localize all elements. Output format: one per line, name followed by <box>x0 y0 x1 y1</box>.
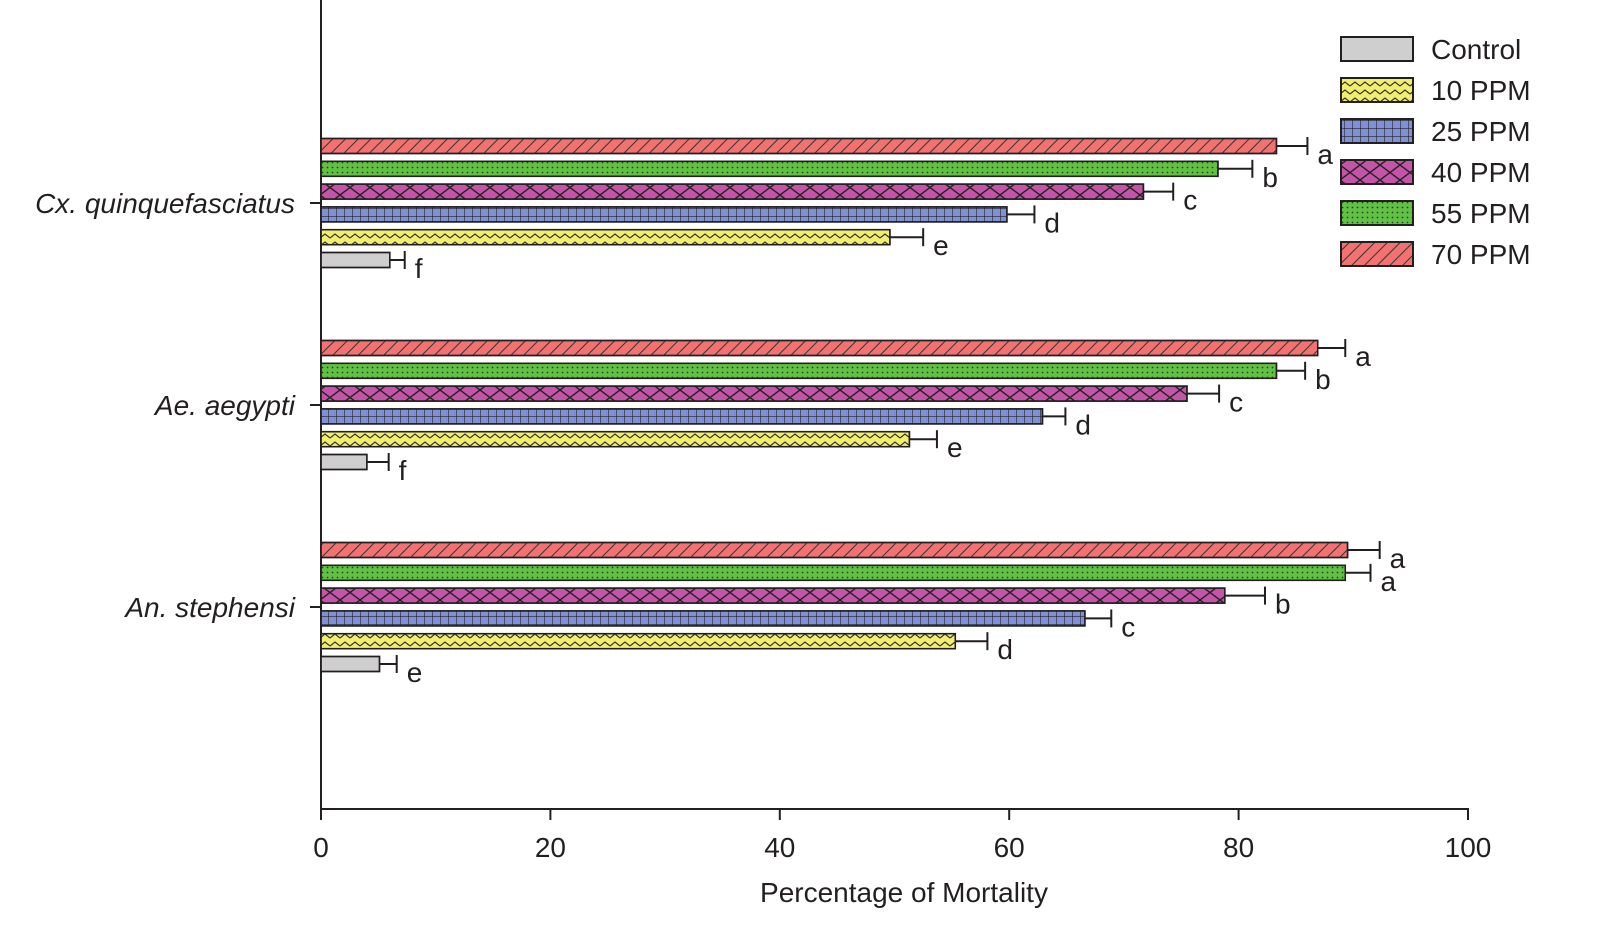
y-tick-label: Cx. quinquefasciatus <box>35 188 295 219</box>
significance-letter: b <box>1262 162 1278 193</box>
x-tick-label: 0 <box>313 832 329 863</box>
legend-label: Control <box>1431 34 1521 65</box>
bar-pattern <box>320 339 1319 357</box>
significance-letter: c <box>1121 611 1135 642</box>
bar-pattern <box>320 587 1226 604</box>
legend-swatch-pattern <box>1340 77 1414 103</box>
significance-letter: d <box>1075 409 1091 440</box>
significance-letter: e <box>947 432 963 463</box>
significance-letter: a <box>1390 543 1406 574</box>
bar-pattern <box>320 430 911 448</box>
legend-swatch-pattern <box>1340 241 1414 267</box>
legend-item: 40 PPM <box>1340 157 1531 188</box>
bar-pattern <box>320 362 1278 380</box>
significance-letter: d <box>1044 207 1060 238</box>
legend-label: 70 PPM <box>1431 239 1531 270</box>
bar-pattern <box>320 610 1086 627</box>
bar-pattern <box>320 408 1044 425</box>
legend-label: 10 PPM <box>1431 75 1531 106</box>
bar-pattern <box>320 183 1145 200</box>
y-tick-label: Ae. aegypti <box>153 390 296 421</box>
legend-item: 70 PPM <box>1340 239 1531 270</box>
significance-letter: e <box>933 230 949 261</box>
bar-pattern <box>320 541 1349 559</box>
significance-letter: a <box>1381 566 1397 597</box>
bar-pattern <box>320 632 957 650</box>
legend-item: 10 PPM <box>1340 75 1531 106</box>
legend-label: 25 PPM <box>1431 116 1531 147</box>
x-tick-label: 20 <box>535 832 566 863</box>
significance-letter: c <box>1183 185 1197 216</box>
bar-pattern <box>320 206 1008 223</box>
legend-swatch-pattern <box>1340 36 1414 62</box>
significance-letter: f <box>415 253 423 284</box>
bar-pattern <box>320 137 1278 155</box>
bar-pattern <box>320 655 381 673</box>
y-tick-label: An. stephensi <box>123 592 295 623</box>
significance-letter: e <box>407 657 423 688</box>
legend-item: 25 PPM <box>1340 116 1531 147</box>
bar-pattern <box>320 228 891 246</box>
x-tick-label: 100 <box>1445 832 1492 863</box>
significance-letter: c <box>1229 387 1243 418</box>
legend-swatch-pattern <box>1340 200 1414 226</box>
legend-item: 55 PPM <box>1340 198 1531 229</box>
legend-swatch-pattern <box>1340 118 1414 144</box>
axes <box>320 0 1469 810</box>
bar-pattern <box>320 251 391 269</box>
significance-letter: b <box>1275 589 1291 620</box>
x-tick-label: 40 <box>764 832 795 863</box>
legend-swatch-pattern <box>1340 159 1414 185</box>
significance-letter: a <box>1317 139 1333 170</box>
bar-pattern <box>320 564 1347 582</box>
x-axis-label: Percentage of Mortality <box>760 877 1048 908</box>
legend: Control 10 PPM 25 PPM 40 PPM 55 PPM 70 PPM <box>1340 34 1531 270</box>
legend-label: 40 PPM <box>1431 157 1531 188</box>
significance-letter: a <box>1355 341 1371 372</box>
x-tick-label: 60 <box>994 832 1025 863</box>
bar-pattern <box>320 160 1219 178</box>
legend-label: 55 PPM <box>1431 198 1531 229</box>
legend-item: Control <box>1340 34 1521 65</box>
bar-pattern <box>320 453 368 471</box>
bar-pattern <box>320 385 1188 402</box>
significance-letter: b <box>1315 364 1331 395</box>
x-tick-label: 80 <box>1223 832 1254 863</box>
significance-letter: d <box>997 634 1013 665</box>
significance-letter: f <box>399 455 407 486</box>
